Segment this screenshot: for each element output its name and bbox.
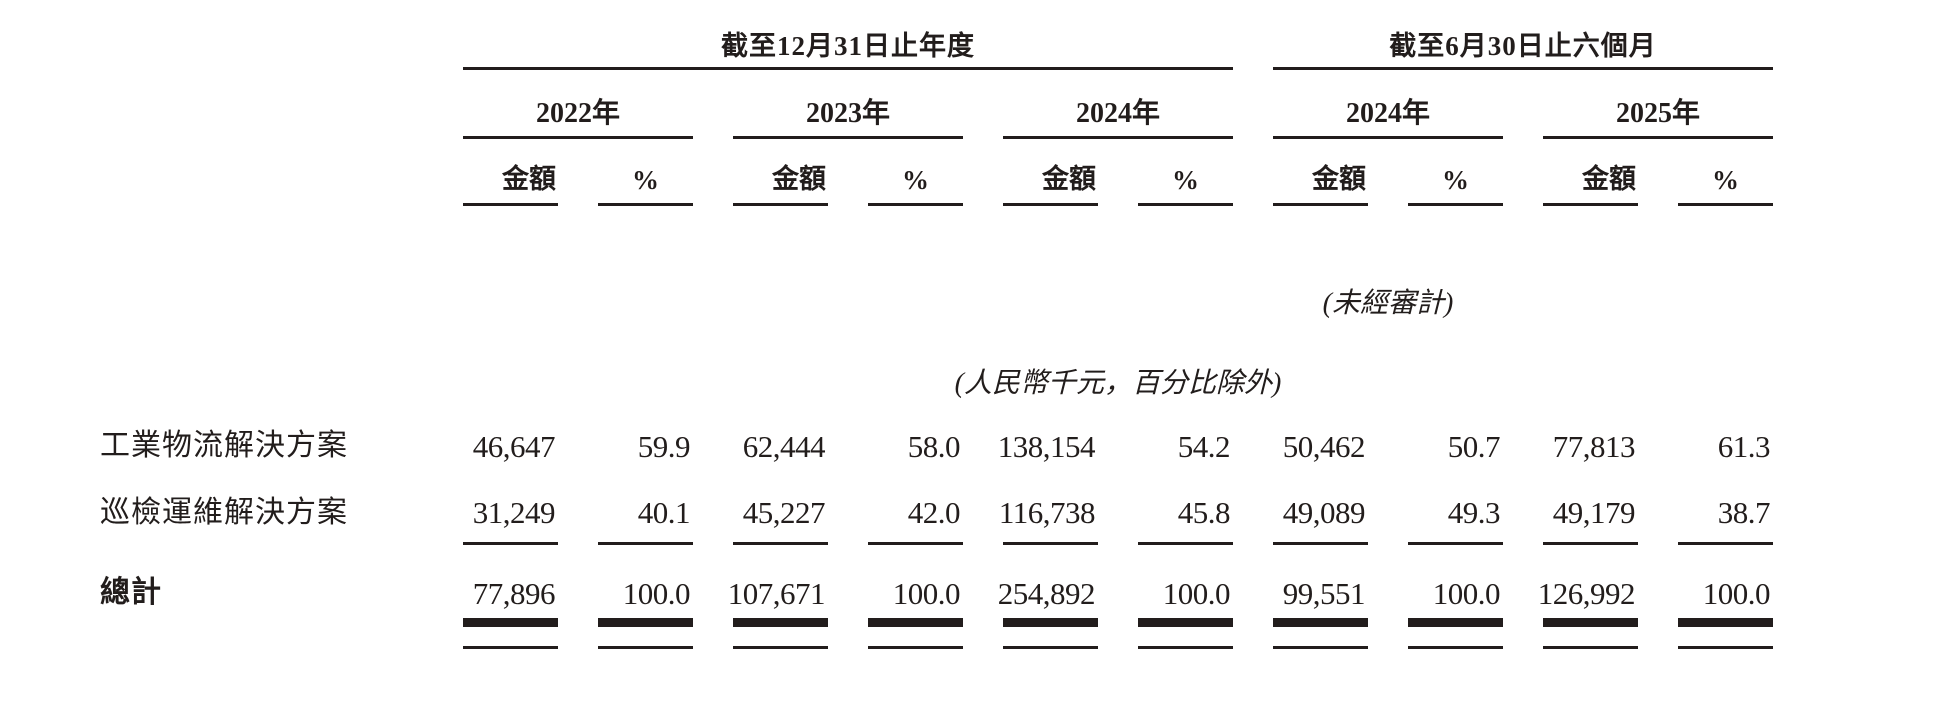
total-cell: 100.0: [622, 576, 691, 611]
amount-header: 金額: [733, 139, 828, 206]
percent-header: %: [868, 139, 963, 206]
year-header-2025-interim: 2025年: [1543, 70, 1773, 139]
table-cell: 45,227: [733, 478, 828, 545]
amount-header: 金額: [1273, 139, 1368, 206]
percent-header: %: [1408, 139, 1503, 206]
table-cell: 49,179: [1543, 478, 1638, 545]
table-cell: 77,813: [1552, 429, 1636, 464]
row-label-inspection-maintenance: 巡檢運維解決方案: [100, 496, 348, 529]
currency-unit-note: (人民幣千元，百分比除外): [954, 368, 1282, 399]
table-cell: 58.0: [907, 429, 961, 464]
amount-header: 金額: [1003, 139, 1098, 206]
table-cell: 31,249: [463, 478, 558, 545]
revenue-breakdown-table: 截至12月31日止年度 截至6月30日止六個月 2022年 2023年 2024…: [100, 28, 1773, 649]
table-cell: 59.9: [637, 429, 691, 464]
year-header-2024: 2024年: [1003, 70, 1233, 139]
total-double-rule: [1138, 618, 1233, 649]
total-cell: 254,892: [997, 576, 1096, 611]
total-cell: 100.0: [892, 576, 961, 611]
total-cell: 107,671: [727, 576, 826, 611]
total-double-rule: [1408, 618, 1503, 649]
total-double-rule: [598, 618, 693, 649]
total-double-rule: [1678, 618, 1773, 649]
amount-header: 金額: [1543, 139, 1638, 206]
total-cell: 126,992: [1537, 576, 1636, 611]
total-cell: 99,551: [1282, 576, 1366, 611]
row-label-total: 總計: [100, 576, 162, 609]
total-cell: 100.0: [1432, 576, 1501, 611]
table-cell: 138,154: [997, 429, 1096, 464]
table-cell: 40.1: [598, 478, 693, 545]
total-double-rule: [868, 618, 963, 649]
period-group-header-annual: 截至12月31日止年度: [463, 28, 1233, 70]
total-double-rule: [1273, 618, 1368, 649]
table-cell: 49.3: [1408, 478, 1503, 545]
row-label-industrial-logistics: 工業物流解決方案: [100, 429, 348, 462]
total-cell: 100.0: [1702, 576, 1771, 611]
table-cell: 54.2: [1177, 429, 1231, 464]
year-header-2024-interim: 2024年: [1273, 70, 1503, 139]
unaudited-note: (未經審計): [1322, 288, 1454, 319]
total-double-rule: [733, 618, 828, 649]
total-double-rule: [463, 618, 558, 649]
period-group-header-interim: 截至6月30日止六個月: [1273, 28, 1773, 70]
year-header-2022: 2022年: [463, 70, 693, 139]
percent-header: %: [1138, 139, 1233, 206]
total-double-rule: [1543, 618, 1638, 649]
table-cell: 50.7: [1447, 429, 1501, 464]
table-cell: 116,738: [999, 478, 1098, 545]
table-cell: 46,647: [472, 429, 556, 464]
table-cell: 62,444: [742, 429, 826, 464]
total-double-rule: [1003, 618, 1098, 649]
amount-header: 金額: [463, 139, 558, 206]
table-cell: 50,462: [1282, 429, 1366, 464]
table-cell: 61.3: [1717, 429, 1771, 464]
table-cell: 49,089: [1273, 478, 1368, 545]
table-cell: 42.0: [868, 478, 963, 545]
total-cell: 100.0: [1162, 576, 1231, 611]
table-cell: 38.7: [1678, 478, 1773, 545]
table-cell: 45.8: [1138, 478, 1233, 545]
total-cell: 77,896: [472, 576, 556, 611]
year-header-2023: 2023年: [733, 70, 963, 139]
percent-header: %: [1678, 139, 1773, 206]
percent-header: %: [598, 139, 693, 206]
